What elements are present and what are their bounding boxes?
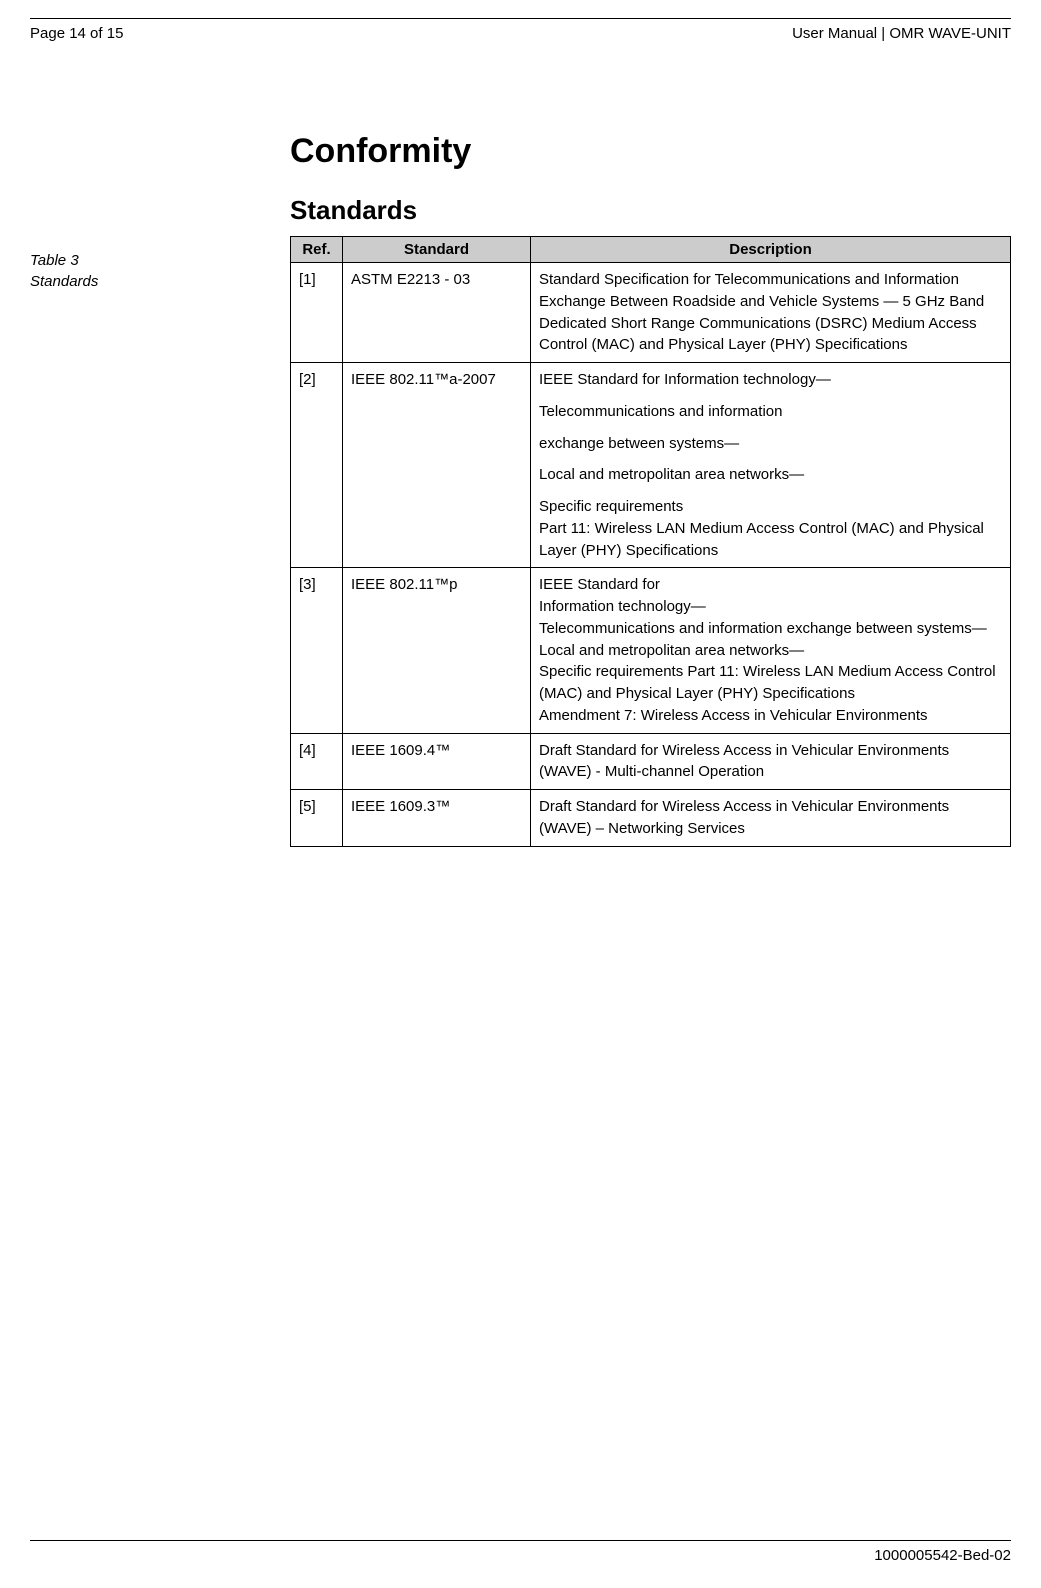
cell-standard: ASTM E2213 - 03: [343, 263, 531, 363]
description-paragraph: Telecommunications and information: [539, 401, 1002, 423]
page-header: Page 14 of 15 User Manual | OMR WAVE-UNI…: [30, 19, 1011, 42]
cell-description: Standard Specification for Telecommunica…: [531, 263, 1011, 363]
description-paragraph: IEEE Standard forInformation technology—…: [539, 574, 1002, 726]
main-column: Conformity Standards Ref. Standard Descr…: [290, 132, 1011, 847]
table-caption-line1: Table 3: [30, 250, 290, 271]
description-paragraph: IEEE Standard for Information technology…: [539, 369, 1002, 391]
description-paragraph: Draft Standard for Wireless Access in Ve…: [539, 740, 1002, 784]
description-paragraph: Standard Specification for Telecommunica…: [539, 269, 1002, 356]
doc-number: 1000005542-Bed-02: [30, 1541, 1011, 1564]
cell-ref: [3]: [291, 568, 343, 733]
cell-ref: [5]: [291, 790, 343, 847]
description-paragraph: Local and metropolitan area networks—: [539, 464, 1002, 486]
cell-standard: IEEE 802.11™a-2007: [343, 363, 531, 568]
description-paragraph: exchange between systems—: [539, 433, 1002, 455]
margin-column: Table 3 Standards: [30, 132, 290, 847]
page-content: Table 3 Standards Conformity Standards R…: [30, 132, 1011, 847]
table-row: [5]IEEE 1609.3™Draft Standard for Wirele…: [291, 790, 1011, 847]
page-footer: 1000005542-Bed-02: [30, 1540, 1011, 1564]
cell-ref: [2]: [291, 363, 343, 568]
cell-standard: IEEE 1609.4™: [343, 733, 531, 790]
table-row: [1]ASTM E2213 - 03Standard Specification…: [291, 263, 1011, 363]
section-heading: Conformity: [290, 132, 1011, 171]
table-row: [3]IEEE 802.11™pIEEE Standard forInforma…: [291, 568, 1011, 733]
col-ref: Ref.: [291, 237, 343, 263]
table-row: [4]IEEE 1609.4™Draft Standard for Wirele…: [291, 733, 1011, 790]
standards-table: Ref. Standard Description [1]ASTM E2213 …: [290, 236, 1011, 847]
cell-description: Draft Standard for Wireless Access in Ve…: [531, 790, 1011, 847]
table-header-row: Ref. Standard Description: [291, 237, 1011, 263]
cell-standard: IEEE 1609.3™: [343, 790, 531, 847]
cell-description: IEEE Standard for Information technology…: [531, 363, 1011, 568]
subsection-heading: Standards: [290, 195, 1011, 226]
cell-ref: [1]: [291, 263, 343, 363]
cell-standard: IEEE 802.11™p: [343, 568, 531, 733]
page-indicator: Page 14 of 15: [30, 25, 123, 42]
description-paragraph: Draft Standard for Wireless Access in Ve…: [539, 796, 1002, 840]
cell-description: IEEE Standard forInformation technology—…: [531, 568, 1011, 733]
col-standard: Standard: [343, 237, 531, 263]
doc-title: User Manual | OMR WAVE-UNIT: [792, 25, 1011, 42]
cell-description: Draft Standard for Wireless Access in Ve…: [531, 733, 1011, 790]
description-paragraph: Specific requirementsPart 11: Wireless L…: [539, 496, 1002, 561]
table-row: [2]IEEE 802.11™a-2007 IEEE Standard for I…: [291, 363, 1011, 568]
cell-ref: [4]: [291, 733, 343, 790]
col-description: Description: [531, 237, 1011, 263]
table-caption-line2: Standards: [30, 271, 290, 292]
